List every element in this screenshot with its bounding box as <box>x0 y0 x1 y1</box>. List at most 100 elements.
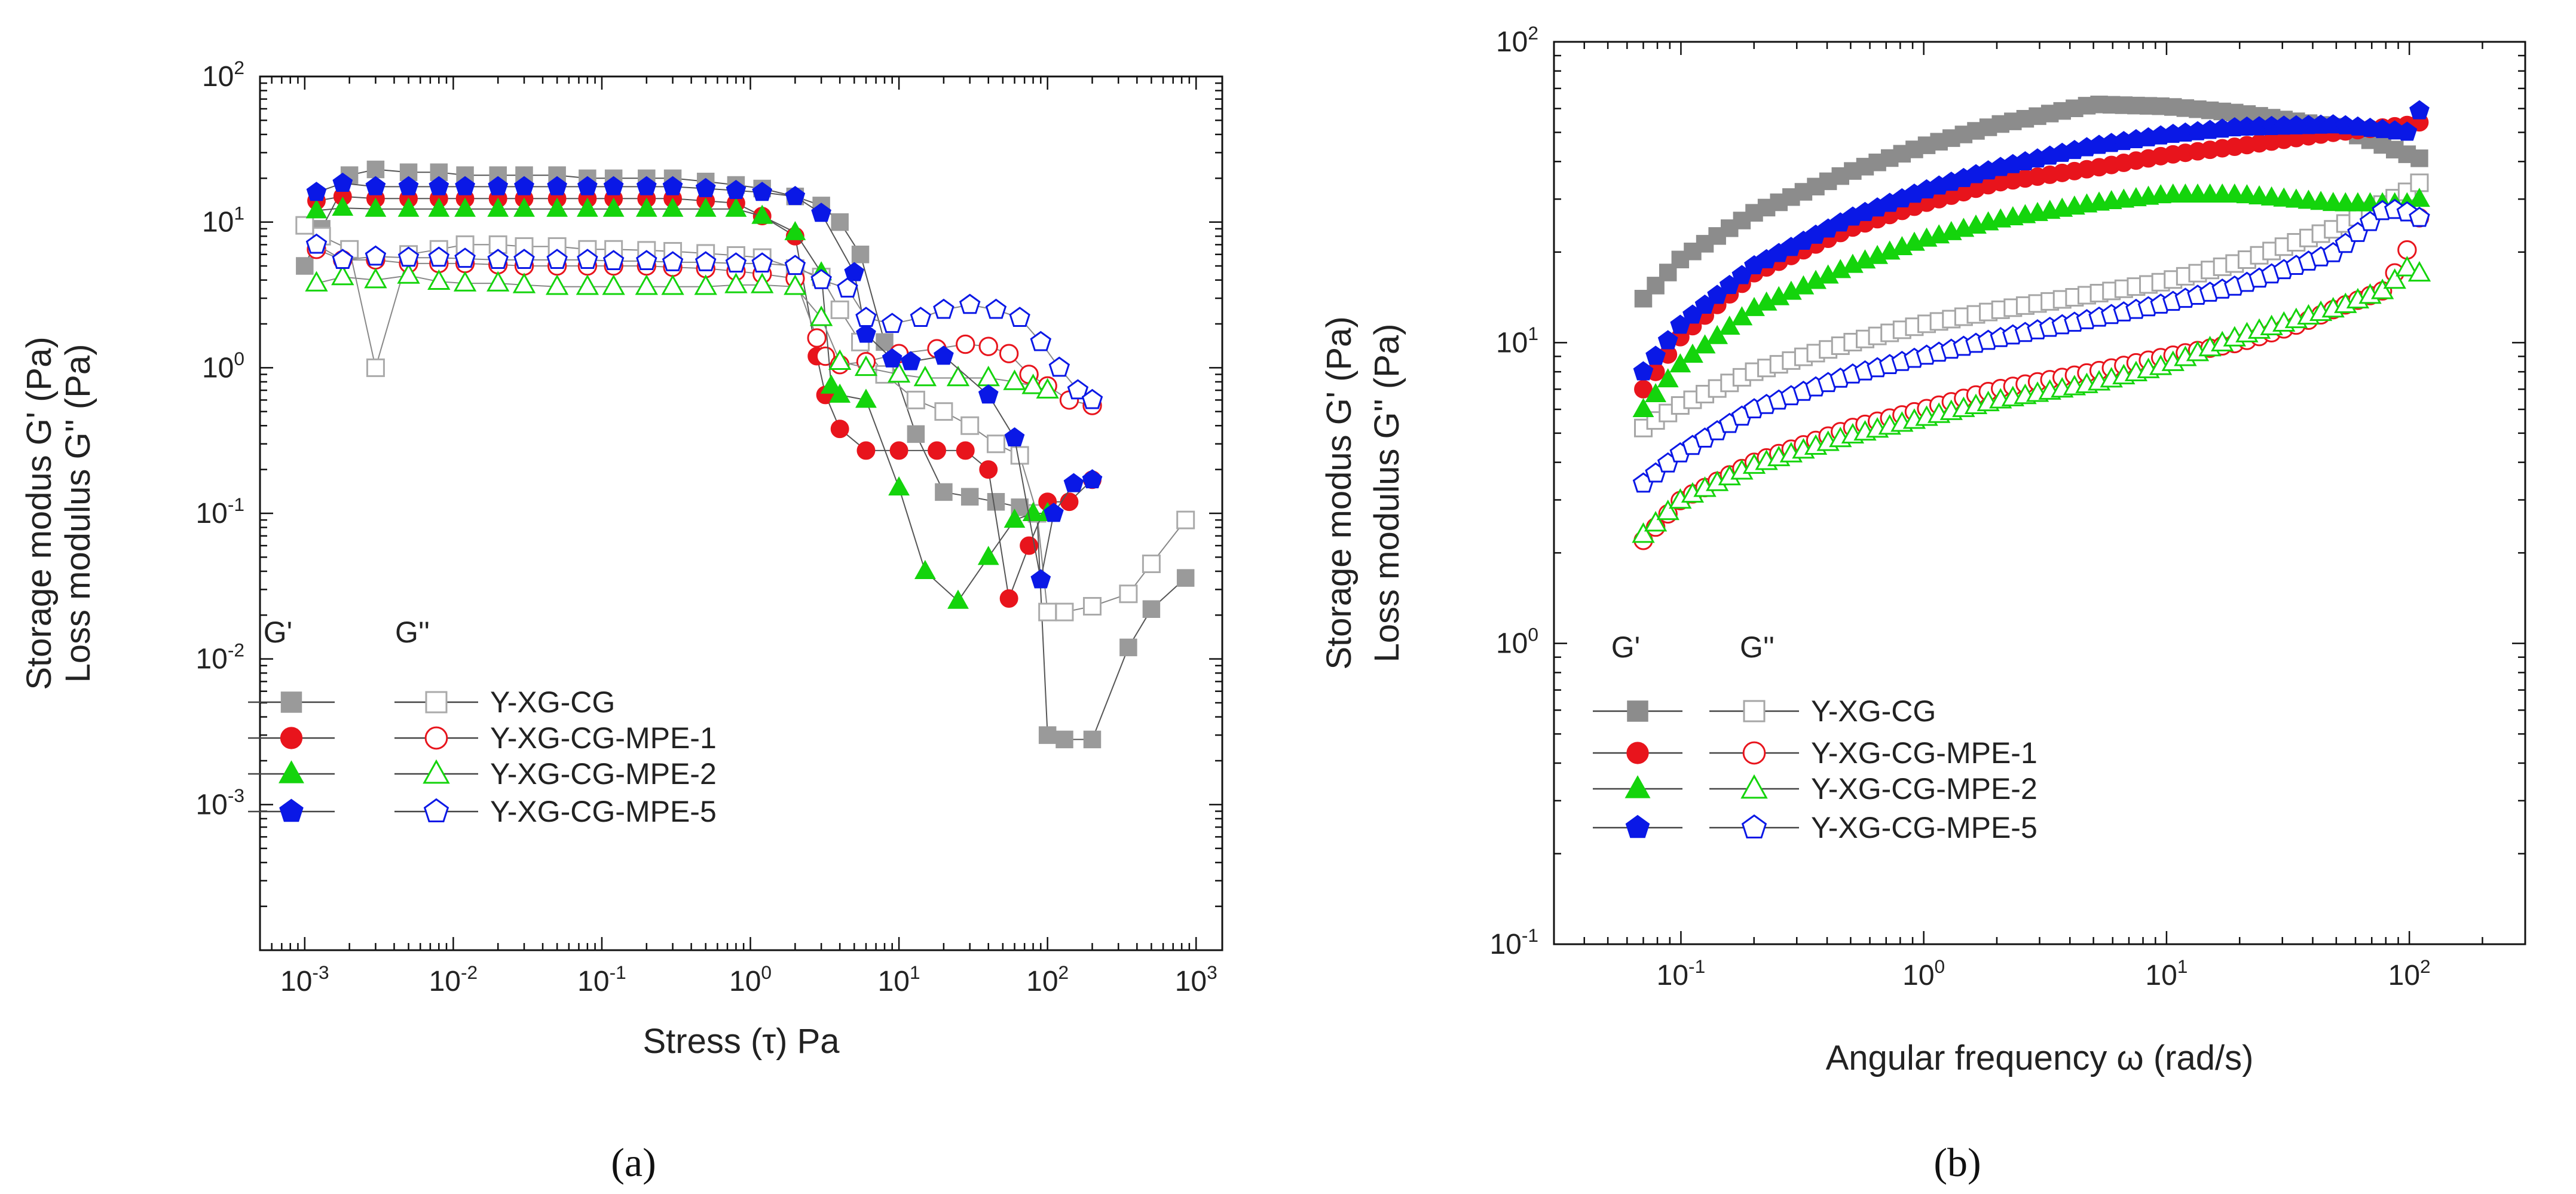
data-point <box>979 460 998 479</box>
legend-label: Y-XG-CG-MPE-1 <box>490 721 717 755</box>
axis-ticks <box>1553 41 2526 945</box>
data-point <box>811 203 831 222</box>
y-tick-label: 10-1 <box>1489 924 1538 960</box>
data-point <box>296 257 314 275</box>
data-point <box>828 349 852 370</box>
legend-marker-open <box>423 798 449 822</box>
series-y-xg-cg-g- <box>295 216 1195 622</box>
data-point <box>910 307 932 327</box>
data-point <box>807 328 827 348</box>
data-point <box>985 298 1007 319</box>
data-point <box>855 388 877 408</box>
data-point <box>2383 268 2406 289</box>
x-tick-label-exp: 0 <box>1935 956 1945 977</box>
data-point <box>978 384 999 404</box>
data-point <box>881 313 903 333</box>
legend-marker-open <box>425 691 448 714</box>
data-point <box>844 262 865 281</box>
data-point <box>514 176 534 195</box>
data-point <box>1063 473 1084 492</box>
legend-label: Y-XG-CG <box>490 685 615 719</box>
data-point <box>602 250 625 270</box>
data-point <box>1142 555 1161 574</box>
data-point <box>1633 361 1654 381</box>
data-point <box>2310 191 2332 210</box>
series-y-xg-cg-mpe-2-g- <box>305 197 1058 609</box>
data-point <box>724 273 748 293</box>
data-point <box>784 221 806 240</box>
data-point <box>830 300 849 319</box>
data-point <box>934 345 954 365</box>
x-tick-label-exp: 2 <box>2420 956 2431 977</box>
series-y-xg-cg-mpe-2-g- <box>1632 256 2431 543</box>
data-point <box>1706 324 1728 344</box>
x-tick-label: 10-3 <box>280 962 329 997</box>
legend-marker-open <box>1743 700 1766 722</box>
legend-label: Y-XG-CG-MPE-2 <box>1811 772 2037 806</box>
x-tick-label: 101 <box>878 962 920 997</box>
data-point <box>2409 206 2430 227</box>
data-point <box>546 197 568 217</box>
data-point <box>829 383 851 403</box>
data-point <box>453 271 477 292</box>
y-tick-label: 102 <box>1496 22 1538 58</box>
data-point <box>1657 330 1678 350</box>
data-point <box>987 492 1005 511</box>
x-tick-label-exp: 0 <box>761 962 772 983</box>
data-point <box>577 249 598 269</box>
data-point <box>2396 256 2419 277</box>
data-point <box>332 172 353 192</box>
data-point <box>784 274 807 295</box>
legend-marker-open <box>1741 814 1767 838</box>
data-point <box>906 390 925 409</box>
data-point <box>662 176 683 195</box>
data-point <box>365 197 387 217</box>
x-tick-label-exp: 1 <box>910 962 920 983</box>
legend-marker-filled <box>279 798 304 822</box>
data-point <box>999 344 1019 363</box>
panel-label-b: (b) <box>1933 1140 1981 1185</box>
data-point <box>1021 373 1045 394</box>
data-point <box>1176 569 1195 587</box>
data-point <box>959 293 981 314</box>
x-tick-label: 10-1 <box>1657 956 1706 991</box>
data-point <box>956 334 975 354</box>
series-y-xg-cg-mpe-5-g- <box>1633 100 2430 381</box>
data-point <box>1647 277 1665 295</box>
data-point <box>725 252 747 273</box>
data-point <box>1119 584 1138 604</box>
data-point <box>947 589 969 609</box>
x-tick-label-base: 10 <box>878 966 910 997</box>
legend-marker-open <box>424 726 448 750</box>
data-point <box>602 274 625 295</box>
x-tick-label: 100 <box>729 962 772 997</box>
data-point <box>602 197 625 217</box>
data-point <box>1682 344 1703 363</box>
data-point <box>900 351 921 371</box>
data-point <box>887 362 911 383</box>
y-tick-label: 101 <box>1496 323 1538 359</box>
y-tick-label-base: 10 <box>1489 929 1521 960</box>
data-point <box>513 197 535 217</box>
data-point <box>428 246 450 267</box>
data-point <box>1142 600 1161 618</box>
x-tick-label-base: 10 <box>1175 966 1207 997</box>
data-point <box>398 176 419 195</box>
data-point <box>831 213 849 231</box>
data-point <box>636 176 657 195</box>
data-point <box>1694 334 1716 354</box>
legend-label: Y-XG-CG-MPE-5 <box>1811 811 2037 844</box>
y-tick-label-base: 10 <box>202 207 234 238</box>
data-point <box>1659 264 1677 281</box>
data-point <box>785 186 806 206</box>
x-tick-label-exp: -2 <box>461 962 478 983</box>
data-point <box>547 176 567 195</box>
data-point <box>636 250 657 270</box>
data-point <box>946 365 970 387</box>
y-tick-label-exp: 2 <box>1528 22 1538 44</box>
x-axis-title: Stress (τ) Pa <box>643 1022 840 1061</box>
data-point <box>1657 368 1679 388</box>
data-point <box>784 255 806 275</box>
y-tick-label-base: 10 <box>195 498 227 529</box>
